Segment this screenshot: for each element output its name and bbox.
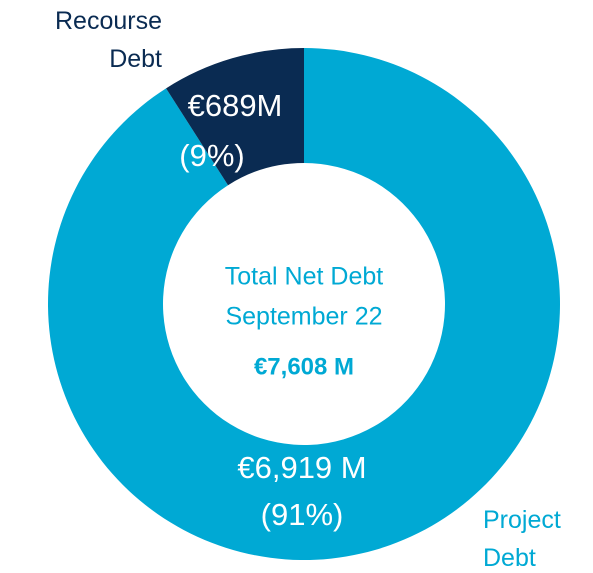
donut-slice <box>166 48 304 186</box>
percent-label: (91%) <box>261 497 344 532</box>
center-total: €7,608 M <box>254 353 354 380</box>
value-label: €689M <box>188 88 283 123</box>
category-label: Recourse Debt <box>55 7 162 73</box>
center-subtitle: September 22 <box>225 303 382 331</box>
center-title: Total Net Debt <box>225 263 383 291</box>
value-label: €6,919 M <box>237 450 366 485</box>
category-label: Project Debt <box>483 506 561 572</box>
donut-slice <box>48 48 560 560</box>
percent-label: (9%) <box>179 138 244 173</box>
